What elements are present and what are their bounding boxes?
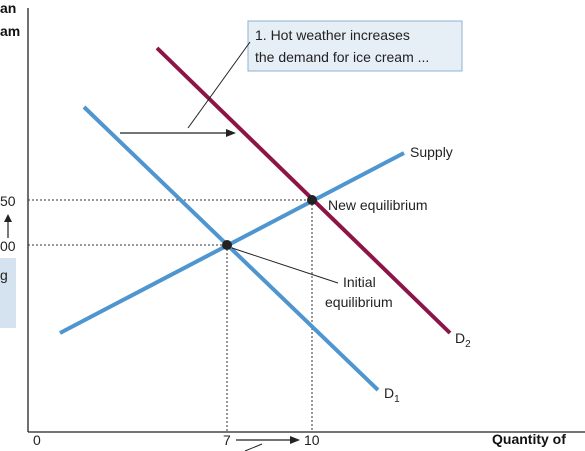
supply-label: Supply: [410, 144, 453, 160]
x-tick-initial: 7: [223, 432, 231, 448]
quantity-callout-leader: [244, 443, 263, 451]
demand-curve-d1: [82, 105, 380, 392]
callout-line2: the demand for ice cream ...: [255, 49, 429, 65]
demand-shift-arrowhead: [226, 129, 236, 137]
callout-box: [247, 20, 463, 72]
demand-curve-d2: [155, 46, 452, 335]
y-side-box-text: g: [0, 267, 8, 283]
initial-equilibrium-point: [222, 240, 232, 250]
callout-line1: 1. Hot weather increases: [255, 27, 410, 43]
quantity-increase-arrowhead: [290, 436, 300, 444]
y-tick-high: 50: [0, 193, 16, 209]
initial-equilibrium-label-line1: Initial: [343, 274, 376, 290]
d1-label: D1: [384, 385, 400, 405]
price-increase-arrowhead: [4, 214, 12, 222]
callout-leader: [187, 41, 251, 129]
y-axis-title-line1: an: [0, 0, 16, 16]
new-equilibrium-label: New equilibrium: [328, 197, 428, 213]
supply-curve: [59, 151, 405, 335]
x-axis-title: Quantity of: [492, 431, 566, 447]
x-tick-origin: 0: [33, 432, 41, 448]
new-equilibrium-point: [307, 195, 317, 205]
y-side-box: [0, 258, 16, 328]
x-tick-new: 10: [304, 432, 320, 448]
y-axis-title-line2: am: [0, 23, 20, 39]
initial-equilibrium-label-line2: equilibrium: [325, 294, 393, 310]
y-tick-low: 00: [0, 238, 16, 254]
initial-equilibrium-leader: [231, 247, 339, 284]
d2-label: D2: [455, 330, 471, 350]
